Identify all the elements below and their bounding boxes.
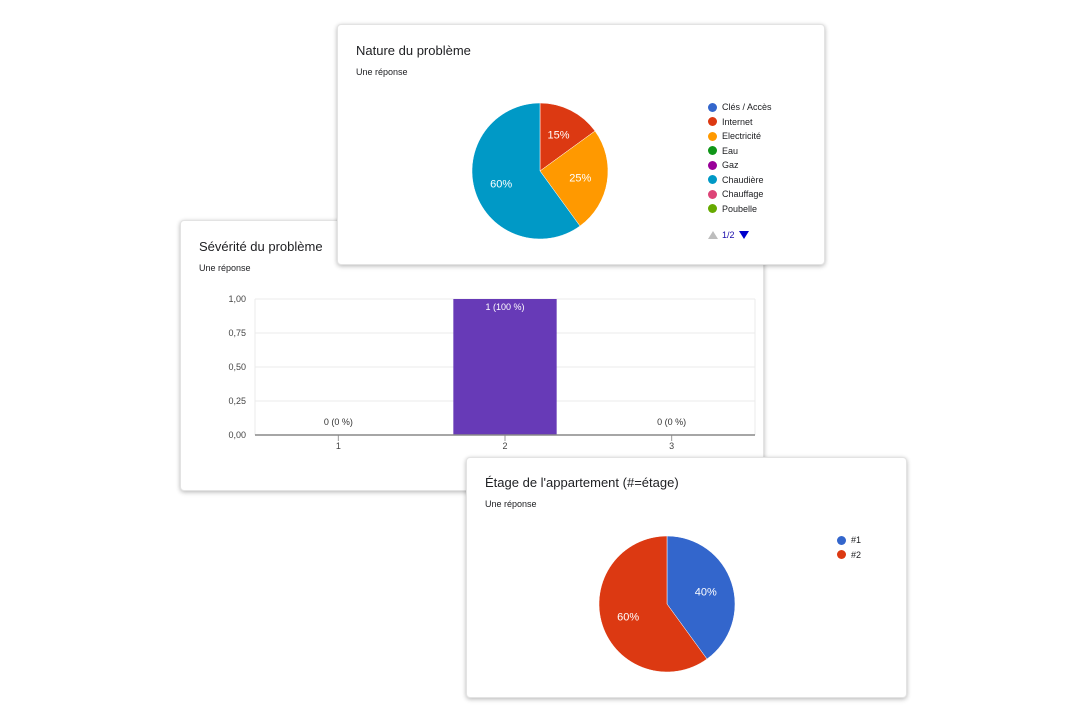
legend-label: Poubelle — [722, 203, 758, 214]
pie-slice-label: 15% — [548, 130, 570, 142]
severity-title: Sévérité du problème — [199, 239, 323, 254]
legend-item[interactable]: Chaudière — [708, 173, 772, 188]
nature-card: Nature du problème Une réponse 15% 25% 60%… — [337, 24, 825, 265]
severity-card: Sévérité du problème Une réponse 0,00 0,2… — [180, 220, 764, 491]
nature-subtitle: Une réponse — [356, 67, 408, 77]
legend-label: #2 — [851, 549, 862, 560]
legend-item[interactable]: Eau — [708, 144, 772, 159]
legend-label: Chaudière — [722, 174, 764, 185]
etage-legend: #1 #2 — [837, 533, 861, 562]
legend-label: Gaz — [722, 160, 739, 171]
etage-card: Étage de l'appartement (#=étage) Une rép… — [466, 457, 907, 698]
legend-item[interactable]: Poubelle — [708, 202, 772, 217]
legend-swatch — [708, 189, 717, 199]
bar-data-label: 0 (0 %) — [324, 417, 353, 427]
legend-label: #1 — [851, 535, 862, 546]
pie-slice-label: 60% — [490, 179, 512, 191]
legend-swatch — [708, 131, 717, 141]
pager-up-icon[interactable] — [708, 231, 718, 239]
bar-data-label: 0 (0 %) — [657, 417, 686, 427]
legend-swatch — [708, 117, 717, 127]
legend-swatch — [837, 550, 846, 560]
y-tick-label: 0,25 — [228, 396, 246, 406]
legend-swatch — [708, 146, 717, 156]
pie-slice-label: 60% — [617, 612, 639, 624]
legend-swatch — [708, 102, 717, 112]
y-tick-label: 0,50 — [228, 362, 246, 372]
nature-pie-chart: 15% 25% 60% — [471, 102, 609, 240]
legend-item[interactable]: Clés / Accès — [708, 100, 772, 115]
legend-label: Eau — [722, 145, 739, 156]
legend-swatch — [708, 204, 717, 214]
legend-label: Clés / Accès — [722, 102, 772, 113]
etage-title: Étage de l'appartement (#=étage) — [485, 475, 679, 490]
pager-label: 1/2 — [722, 230, 735, 240]
legend-swatch — [708, 160, 717, 170]
severity-subtitle: Une réponse — [199, 263, 251, 273]
y-tick-label: 0,00 — [228, 430, 246, 440]
legend-item[interactable]: Internet — [708, 115, 772, 130]
legend-swatch — [837, 535, 846, 545]
nature-legend-pager[interactable]: 1/2 — [708, 230, 749, 240]
legend-item[interactable]: #2 — [837, 548, 861, 563]
legend-item[interactable]: Electricité — [708, 129, 772, 144]
etage-subtitle: Une réponse — [485, 499, 537, 509]
legend-swatch — [708, 175, 717, 185]
pie-slice[interactable] — [539, 102, 596, 172]
legend-item[interactable]: #1 — [837, 533, 861, 548]
bar[interactable] — [453, 299, 557, 435]
nature-title: Nature du problème — [356, 43, 471, 58]
severity-bar-chart: 0,00 0,25 0,50 0,75 1,00 0 (0 %) 1 1 (100 %) 2 0 … — [228, 294, 756, 451]
pie-slice[interactable] — [666, 535, 736, 660]
legend-label: Internet — [722, 116, 753, 127]
pie-slice-label: 40% — [695, 586, 717, 598]
legend-item[interactable]: Chauffage — [708, 187, 772, 202]
pie-slice[interactable] — [471, 102, 581, 240]
y-tick-label: 1,00 — [228, 294, 246, 304]
legend-label: Electricité — [722, 131, 762, 142]
pie-slice[interactable] — [539, 130, 609, 227]
nature-legend: Clés / Accès Internet Electricité Eau Gaz Cha… — [708, 100, 772, 216]
legend-item[interactable]: Gaz — [708, 158, 772, 173]
x-tick-label: 3 — [669, 441, 674, 451]
etage-pie-chart: 40% 60% — [598, 535, 736, 673]
pie-slice[interactable] — [598, 535, 708, 673]
pie-slice-label: 25% — [569, 172, 591, 184]
pager-down-icon[interactable] — [738, 231, 749, 239]
legend-label: Chauffage — [722, 189, 764, 200]
x-tick-label: 1 — [336, 441, 341, 451]
bar-data-label: 1 (100 %) — [485, 302, 524, 312]
y-tick-label: 0,75 — [228, 328, 246, 338]
x-tick-label: 2 — [502, 441, 507, 451]
